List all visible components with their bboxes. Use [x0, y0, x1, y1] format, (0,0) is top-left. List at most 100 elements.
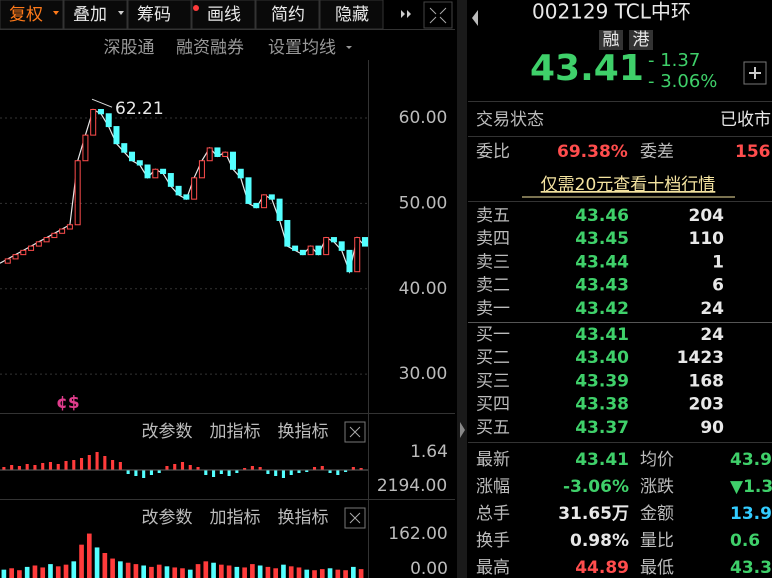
volume-bar — [32, 565, 38, 578]
candle — [299, 249, 306, 256]
order-volume: 90 — [700, 418, 724, 438]
macd-bar — [243, 468, 247, 470]
macd-bar — [111, 460, 115, 470]
toolbar-button[interactable] — [127, 0, 192, 30]
order-label: 卖三 — [476, 252, 510, 272]
divider-arrow[interactable] — [460, 422, 465, 438]
toolbar-button[interactable] — [0, 0, 64, 30]
order-volume: 24 — [700, 325, 724, 345]
stat-value: 43.3 — [730, 558, 772, 578]
candle — [136, 160, 143, 166]
candle — [121, 143, 128, 153]
macd-bar — [64, 461, 68, 470]
macd-bar — [266, 470, 270, 474]
volume-label: 162.00 — [388, 524, 447, 544]
stat-label: 总手 — [476, 504, 510, 524]
toolbar-button-label: 叠加 — [73, 5, 107, 25]
candle — [113, 126, 120, 145]
volume-bar — [335, 569, 341, 578]
volume-bar — [125, 562, 131, 578]
panel-button[interactable]: 加指标 — [210, 422, 261, 442]
stat-label: 均价 — [640, 450, 674, 470]
volume-bar — [156, 564, 162, 578]
macd-bar — [336, 470, 340, 475]
toolbar-button[interactable] — [191, 0, 256, 30]
order-volume: 24 — [700, 299, 724, 319]
subnav-link[interactable]: 深股通 — [104, 38, 155, 58]
candle — [66, 224, 73, 230]
volume-bar — [172, 567, 178, 578]
candle — [43, 237, 50, 243]
order-label: 买一 — [476, 325, 510, 345]
candle — [245, 177, 252, 204]
order-volume: 6 — [712, 276, 724, 296]
order-price: 43.44 — [575, 252, 629, 272]
candle — [144, 164, 151, 179]
volume-bar — [265, 566, 271, 578]
panel-button[interactable]: 加指标 — [210, 508, 261, 528]
indicator-label: 2194.00 — [377, 476, 447, 496]
volume-bar — [9, 568, 14, 578]
toolbar-button[interactable] — [255, 0, 320, 30]
volume-bar — [304, 569, 310, 578]
toolbar-button[interactable] — [319, 0, 384, 30]
candle — [229, 151, 236, 170]
macd-bar — [10, 465, 14, 470]
candle — [74, 160, 81, 226]
stat-label: 金额 — [640, 504, 674, 524]
add-button[interactable] — [743, 61, 767, 85]
order-price: 43.42 — [575, 299, 629, 319]
volume-bar — [79, 544, 84, 578]
back-arrow[interactable] — [472, 10, 478, 26]
label: 委比 — [476, 142, 510, 162]
toolbar-button-label: 画线 — [207, 5, 241, 25]
divider[interactable] — [457, 0, 467, 578]
close-button[interactable] — [344, 421, 366, 443]
macd-bar — [17, 466, 21, 470]
order-volume: 168 — [689, 371, 725, 391]
subnav-link[interactable]: 融资融券 — [176, 38, 244, 58]
dropdown-icon — [53, 11, 59, 15]
volume-bar — [71, 561, 77, 578]
subnav-link[interactable]: 设置均线 — [268, 38, 336, 58]
expand-button[interactable] — [423, 1, 453, 29]
volume-bar — [118, 561, 123, 578]
stat-value: 0.6 — [730, 531, 760, 551]
volume-bar — [17, 570, 22, 578]
macd-bar — [149, 470, 153, 475]
order-label: 卖一 — [476, 299, 510, 319]
badge-label: 融 — [603, 30, 620, 50]
volume-bar — [86, 533, 92, 578]
candle — [222, 151, 229, 157]
macd-bar — [173, 464, 177, 470]
order-price: 43.37 — [575, 418, 629, 438]
order-label: 买五 — [476, 418, 510, 438]
candle — [214, 147, 221, 157]
promo-link[interactable]: 仅需20元查看十档行情 — [541, 175, 716, 195]
order-price: 43.38 — [575, 395, 629, 415]
volume-bar — [234, 566, 240, 578]
panel-button[interactable]: 改参数 — [142, 422, 193, 442]
volume-bar — [133, 564, 139, 578]
high-pointer — [91, 98, 113, 108]
stat-label: 涨跌 — [640, 477, 674, 497]
candle — [51, 232, 58, 239]
order-price: 43.41 — [575, 325, 629, 345]
event-marker: ¢$ — [56, 393, 80, 413]
dropdown-icon — [118, 11, 124, 15]
volume-bar — [203, 561, 209, 578]
volume-bar — [102, 553, 108, 578]
panel-button[interactable]: 换指标 — [278, 508, 329, 528]
macd-bar — [281, 470, 286, 478]
badge-label: 港 — [633, 30, 650, 50]
candle — [35, 241, 42, 247]
candle — [323, 237, 330, 256]
panel-button[interactable]: 改参数 — [142, 508, 193, 528]
close-button[interactable] — [344, 507, 366, 529]
stat-value: 44.89 — [575, 558, 629, 578]
toolbar-button[interactable] — [63, 0, 128, 30]
candle — [292, 245, 299, 251]
panel-button[interactable]: 换指标 — [278, 422, 329, 442]
candle — [276, 198, 283, 221]
